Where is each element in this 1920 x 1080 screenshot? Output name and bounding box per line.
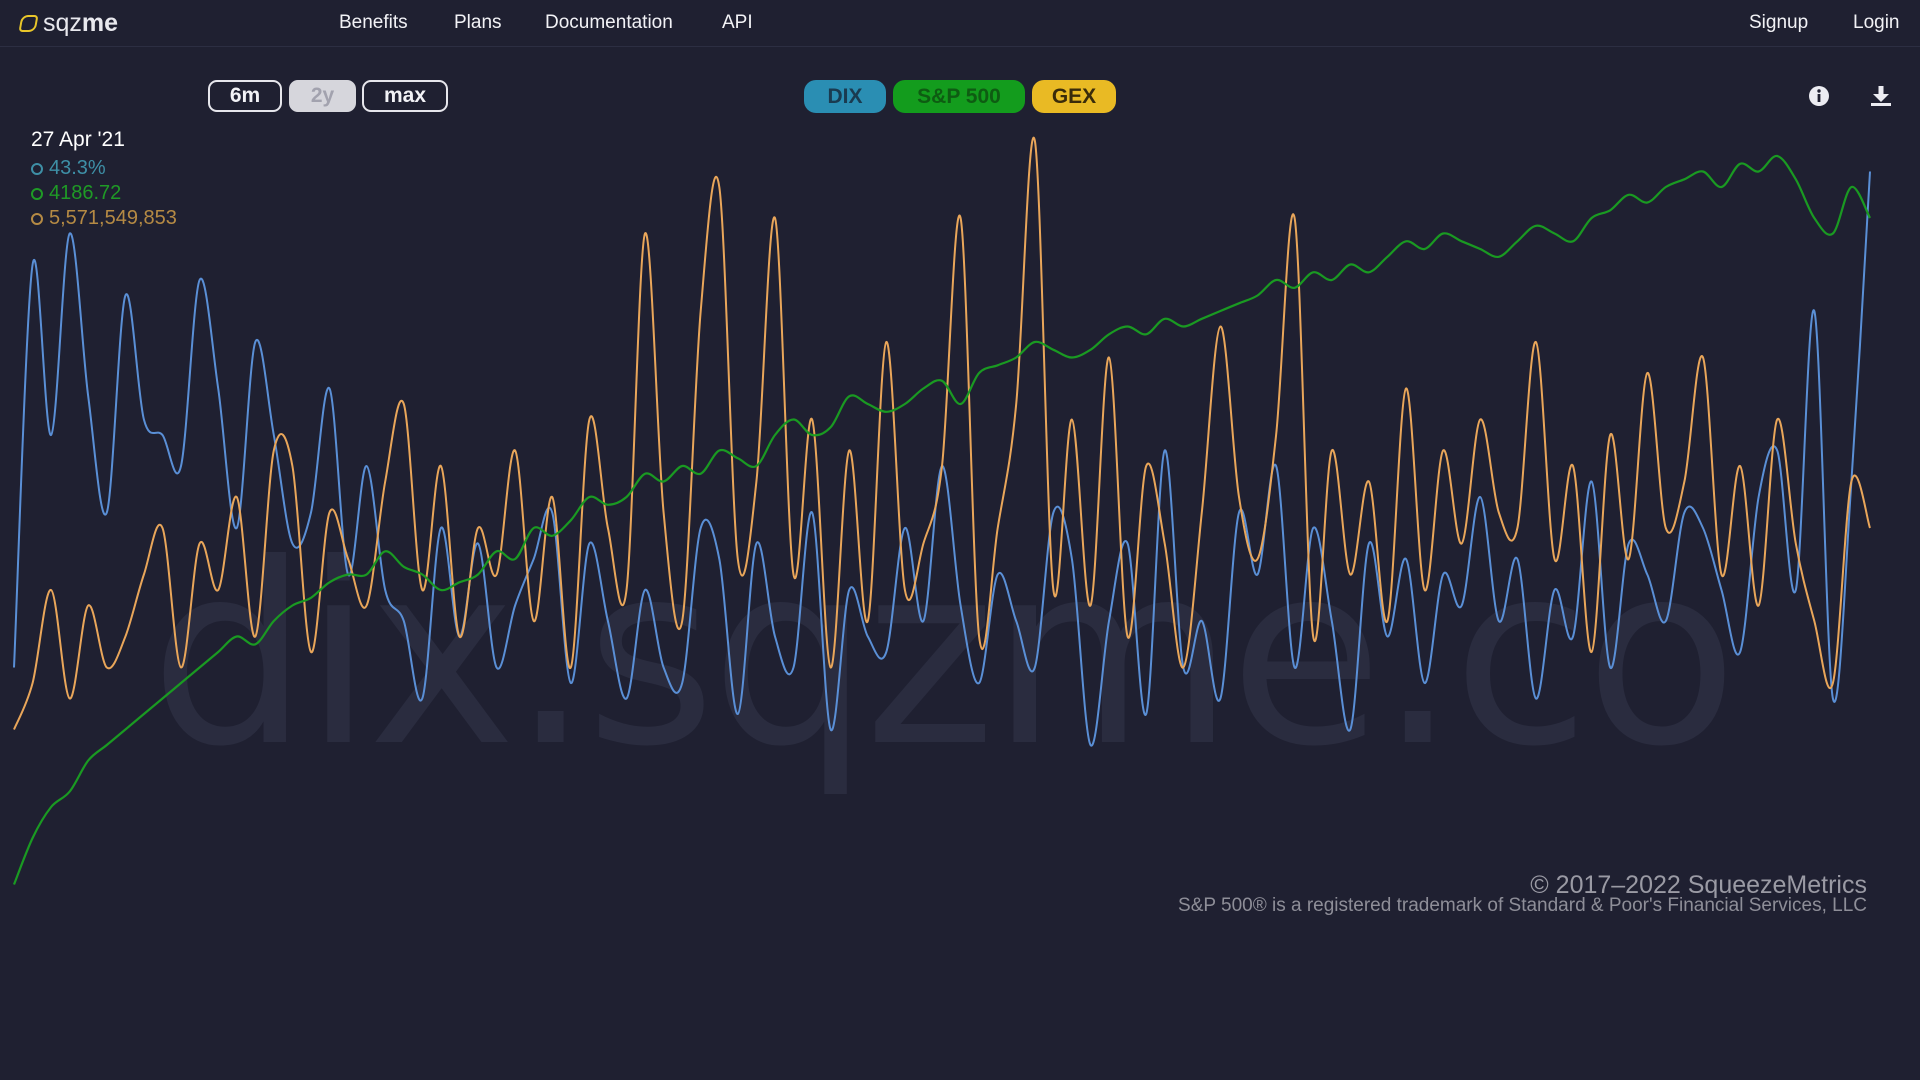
readout-dot-dix: [31, 162, 43, 175]
nav-link-api[interactable]: API: [722, 12, 753, 33]
readout-sp500-value: 4186.72: [49, 182, 122, 204]
readout-row-sp500: 4186.72: [31, 181, 177, 206]
readout-dot-sp500: [31, 187, 43, 200]
copyright-text: © 2017–2022 SqueezeMetrics: [1530, 871, 1867, 899]
logo-icon: [18, 15, 39, 32]
nav-link-plans[interactable]: Plans: [454, 12, 502, 33]
readout-dix-value: 43.3%: [49, 157, 106, 179]
login-link[interactable]: Login: [1853, 12, 1900, 33]
logo-text-part2: me: [81, 9, 119, 37]
readout-row-gex: 5,571,549,853: [31, 206, 177, 231]
trademark-text: S&P 500® is a registered trademark of St…: [1178, 895, 1867, 916]
series-toggle-dix[interactable]: DIX: [804, 80, 886, 113]
readout-dot-gex: [31, 212, 43, 225]
series-toggle-gex[interactable]: GEX: [1032, 80, 1116, 113]
readout-gex-value: 5,571,549,853: [49, 207, 177, 229]
range-button-max[interactable]: max: [362, 80, 448, 112]
logo-text-part1: sqz: [43, 9, 82, 37]
series-line-gex: [13, 136, 1871, 730]
range-button-2y[interactable]: 2y: [289, 80, 356, 112]
hover-readout: 27 Apr '21 43.3% 4186.72 5,571,549,853: [31, 128, 177, 231]
watermark: dix.sqzme.co: [150, 510, 1738, 801]
readout-row-dix: 43.3%: [31, 156, 177, 181]
series-line-dix: [13, 171, 1871, 747]
series-toggle-sp500[interactable]: S&P 500: [893, 80, 1025, 113]
top-navbar: sqz me Benefits Plans Documentation API S…: [0, 0, 1920, 47]
info-icon[interactable]: [1808, 85, 1830, 107]
series-line-sp500: [12, 154, 1871, 885]
readout-date: 27 Apr '21: [31, 128, 125, 151]
nav-link-documentation[interactable]: Documentation: [545, 12, 673, 33]
download-icon[interactable]: [1870, 85, 1892, 107]
range-button-6m[interactable]: 6m: [208, 80, 282, 112]
logo[interactable]: sqz me: [18, 9, 119, 38]
signup-link[interactable]: Signup: [1749, 12, 1809, 33]
nav-link-benefits[interactable]: Benefits: [339, 12, 408, 33]
